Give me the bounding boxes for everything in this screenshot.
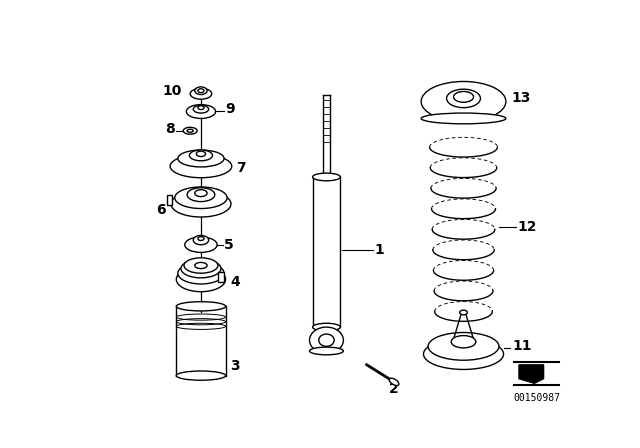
Ellipse shape [312,173,340,181]
Ellipse shape [176,371,225,380]
Ellipse shape [183,127,197,134]
Ellipse shape [198,89,204,93]
Text: 11: 11 [513,340,532,353]
Ellipse shape [190,88,212,99]
Bar [218,271,224,282]
Ellipse shape [389,378,399,386]
Ellipse shape [312,323,340,331]
Ellipse shape [189,150,212,161]
Ellipse shape [171,191,231,217]
Ellipse shape [178,263,224,284]
Ellipse shape [178,150,224,167]
Ellipse shape [451,336,476,348]
Ellipse shape [176,267,225,292]
Text: 3: 3 [230,358,239,373]
Ellipse shape [424,339,504,370]
Ellipse shape [421,82,506,121]
Ellipse shape [198,237,204,241]
Text: 9: 9 [225,102,235,116]
Ellipse shape [428,332,499,360]
Text: 2: 2 [389,382,399,396]
Text: 7: 7 [236,161,246,175]
Text: 13: 13 [511,91,531,105]
Ellipse shape [195,190,207,197]
Ellipse shape [175,187,227,208]
Ellipse shape [421,113,506,124]
Ellipse shape [198,106,204,110]
Ellipse shape [319,334,334,346]
Text: 10: 10 [162,84,181,98]
Text: 5: 5 [224,238,234,252]
Ellipse shape [193,236,209,245]
Ellipse shape [447,89,481,108]
Ellipse shape [176,302,225,311]
Ellipse shape [185,237,217,252]
Ellipse shape [181,259,221,278]
Ellipse shape [170,155,232,178]
Ellipse shape [187,188,215,202]
Text: 12: 12 [517,220,537,234]
Text: 00150987: 00150987 [513,392,560,403]
Ellipse shape [193,105,209,113]
Ellipse shape [195,87,207,95]
Text: 4: 4 [231,276,241,289]
Ellipse shape [460,310,467,315]
Bar [167,195,172,206]
Ellipse shape [196,151,205,156]
Ellipse shape [195,263,207,269]
Text: 1: 1 [374,243,384,257]
Ellipse shape [454,91,474,102]
Text: 6: 6 [156,203,166,217]
Text: 8: 8 [165,122,175,136]
Ellipse shape [186,104,216,118]
Ellipse shape [310,327,344,353]
Ellipse shape [184,258,218,273]
Ellipse shape [310,347,344,355]
Polygon shape [519,365,543,383]
Ellipse shape [187,129,193,132]
